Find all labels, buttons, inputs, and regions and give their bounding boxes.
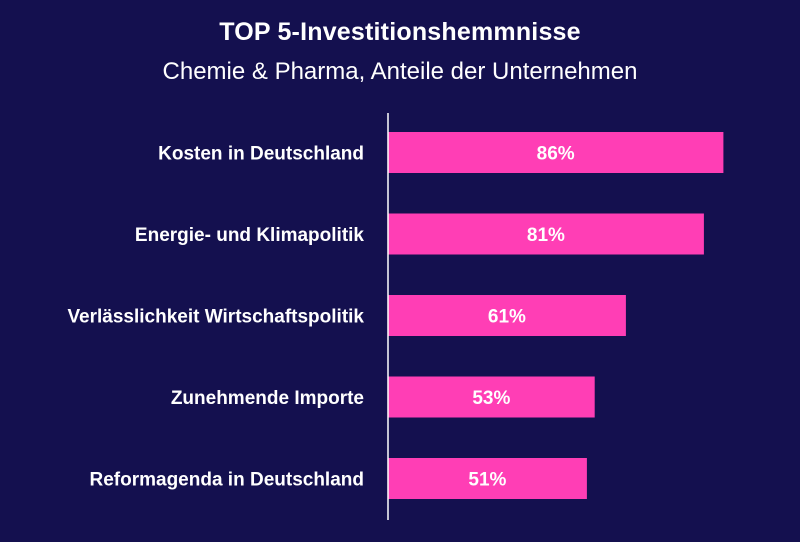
bar-3 xyxy=(388,376,595,418)
category-label-2: Verlässlichkeit Wirtschaftspolitik xyxy=(67,307,364,328)
bar-4 xyxy=(388,458,587,499)
category-label-4: Reformagenda in Deutschland xyxy=(90,470,365,491)
value-label-4: 51% xyxy=(468,470,506,491)
value-label-2: 61% xyxy=(488,307,526,328)
category-label-0: Kosten in Deutschland xyxy=(158,144,364,165)
bar-2 xyxy=(388,295,626,336)
chart-subtitle: Chemie & Pharma, Anteile der Unternehmen xyxy=(162,58,638,85)
value-label-0: 86% xyxy=(537,144,575,165)
chart-title: TOP 5-Investitionshemmnisse xyxy=(219,18,581,46)
category-label-3: Zunehmende Importe xyxy=(171,388,364,409)
value-label-3: 53% xyxy=(472,388,510,409)
bar-0 xyxy=(388,132,724,173)
bar-1 xyxy=(388,213,704,255)
category-label-1: Energie- und Klimapolitik xyxy=(135,225,365,246)
value-label-1: 81% xyxy=(527,225,565,246)
